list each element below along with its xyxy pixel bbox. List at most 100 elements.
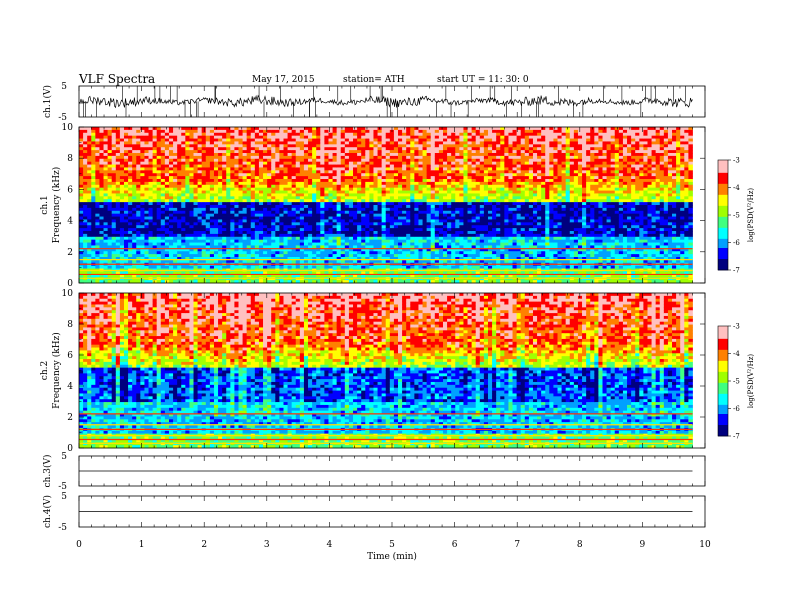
spectrogram-cell	[426, 239, 432, 243]
spectrogram-cell	[328, 193, 333, 197]
spectrogram-cell	[287, 129, 293, 134]
spectrogram-cell	[365, 144, 370, 148]
spectrogram-cell	[373, 225, 378, 229]
spectrogram-cell	[168, 254, 174, 258]
spectrogram-cell	[91, 225, 96, 229]
spectrogram-cell	[111, 280, 117, 284]
spectrogram-cell	[291, 202, 297, 206]
spectrogram-cell	[430, 141, 436, 145]
spectrogram-cell	[287, 127, 293, 131]
spectrogram-cell	[95, 213, 100, 217]
spectrogram-cell	[369, 216, 374, 220]
spectrogram-cell	[168, 233, 174, 238]
spectrogram-cell	[148, 138, 154, 142]
spectrogram-cell	[164, 132, 170, 137]
spectrogram-cell	[393, 170, 399, 174]
spectrogram-cell	[287, 181, 293, 186]
spectrogram-cell	[385, 167, 391, 171]
spectrogram-cell	[308, 216, 313, 220]
spectrogram-cell	[303, 135, 309, 139]
spectrogram-cell	[201, 259, 207, 264]
spectrogram-cell	[402, 170, 407, 174]
spectrogram-cell	[316, 184, 321, 189]
spectrogram-cell	[185, 144, 190, 148]
spectrogram-cell	[455, 127, 460, 131]
spectrogram-cell	[83, 132, 88, 137]
spectrogram-cell	[283, 153, 288, 157]
spectrogram-cell	[324, 236, 329, 241]
spectrogram-cell	[385, 196, 391, 200]
spectrogram-cell	[312, 155, 317, 160]
spectrogram-cell	[385, 228, 391, 232]
spectrogram-cell	[320, 196, 325, 200]
spectrogram-cell	[185, 132, 190, 137]
spectrogram-cell	[312, 135, 317, 139]
spectrogram-cell	[422, 207, 428, 212]
spectrogram-cell	[250, 190, 256, 194]
spectrogram-cell	[320, 213, 325, 217]
spectrogram-cell	[393, 153, 399, 157]
spectrogram-cell	[377, 153, 383, 157]
spectrogram-cell	[254, 179, 260, 183]
spectrogram-cell	[299, 187, 305, 191]
spectrogram-cell	[123, 190, 129, 194]
spectrogram-cell	[173, 216, 178, 220]
spectrogram-cell	[222, 207, 227, 212]
spectrogram-cell	[275, 219, 280, 223]
spectrogram-cell	[393, 248, 399, 252]
spectrogram-cell	[430, 239, 436, 243]
spectrogram-cell	[365, 184, 370, 189]
spectrogram-cell	[164, 207, 170, 212]
spectrogram-cell	[263, 242, 268, 246]
spectrogram-cell	[410, 190, 415, 194]
spectrogram-cell	[336, 193, 342, 197]
spectrogram-cell	[361, 219, 366, 223]
spectrogram-cell	[369, 254, 374, 258]
spectrogram-cell	[324, 176, 329, 180]
spectrogram-cell	[144, 205, 149, 209]
spectrogram-cell	[181, 207, 186, 212]
spectrogram-cell	[258, 225, 264, 229]
spectrogram-cell	[218, 239, 223, 243]
spectrogram-cell	[303, 225, 309, 229]
spectrogram-cell	[181, 228, 186, 232]
spectrogram-cell	[344, 242, 350, 246]
spectrogram-cell	[438, 210, 444, 215]
spectrogram-cell	[299, 222, 305, 226]
spectrogram-cell	[389, 228, 395, 232]
spectrogram-cell	[193, 222, 199, 226]
spectrogram-cell	[443, 167, 448, 171]
spectrogram-cell	[316, 242, 321, 246]
spectrogram-cell	[205, 167, 211, 171]
spectrogram-cell	[168, 161, 174, 165]
spectrogram-cell	[443, 271, 448, 275]
spectrogram-cell	[361, 233, 366, 238]
spectrogram-cell	[238, 196, 243, 200]
spectrogram-cell	[230, 248, 235, 252]
spectrogram-cell	[95, 153, 100, 157]
spectrogram-cell	[402, 228, 407, 232]
spectrogram-cell	[123, 219, 129, 223]
spectrogram-cell	[136, 138, 141, 142]
spectrogram-cell	[128, 219, 133, 223]
spectrogram-cell	[418, 222, 423, 226]
spectrogram-cell	[414, 158, 419, 163]
spectrogram-cell	[283, 265, 288, 269]
spectrogram-cell	[455, 144, 460, 148]
spectrogram-cell	[275, 202, 280, 206]
spectrogram-cell	[353, 138, 358, 142]
spectrogram-cell	[373, 176, 378, 180]
spectrogram-cell	[426, 265, 432, 269]
spectrogram-cell	[111, 158, 117, 163]
spectrogram-cell	[418, 164, 423, 168]
spectrogram-cell	[160, 147, 166, 151]
spectrogram-cell	[238, 170, 243, 174]
spectrogram-cell	[299, 254, 305, 258]
spectrogram-cell	[99, 141, 104, 145]
spectrogram-cell	[275, 245, 280, 249]
spectrogram-cell	[426, 205, 432, 209]
spectrogram-cell	[132, 150, 137, 154]
spectrogram-cell	[308, 210, 313, 215]
spectrogram-cell	[426, 138, 432, 142]
spectrogram-cell	[107, 153, 113, 157]
